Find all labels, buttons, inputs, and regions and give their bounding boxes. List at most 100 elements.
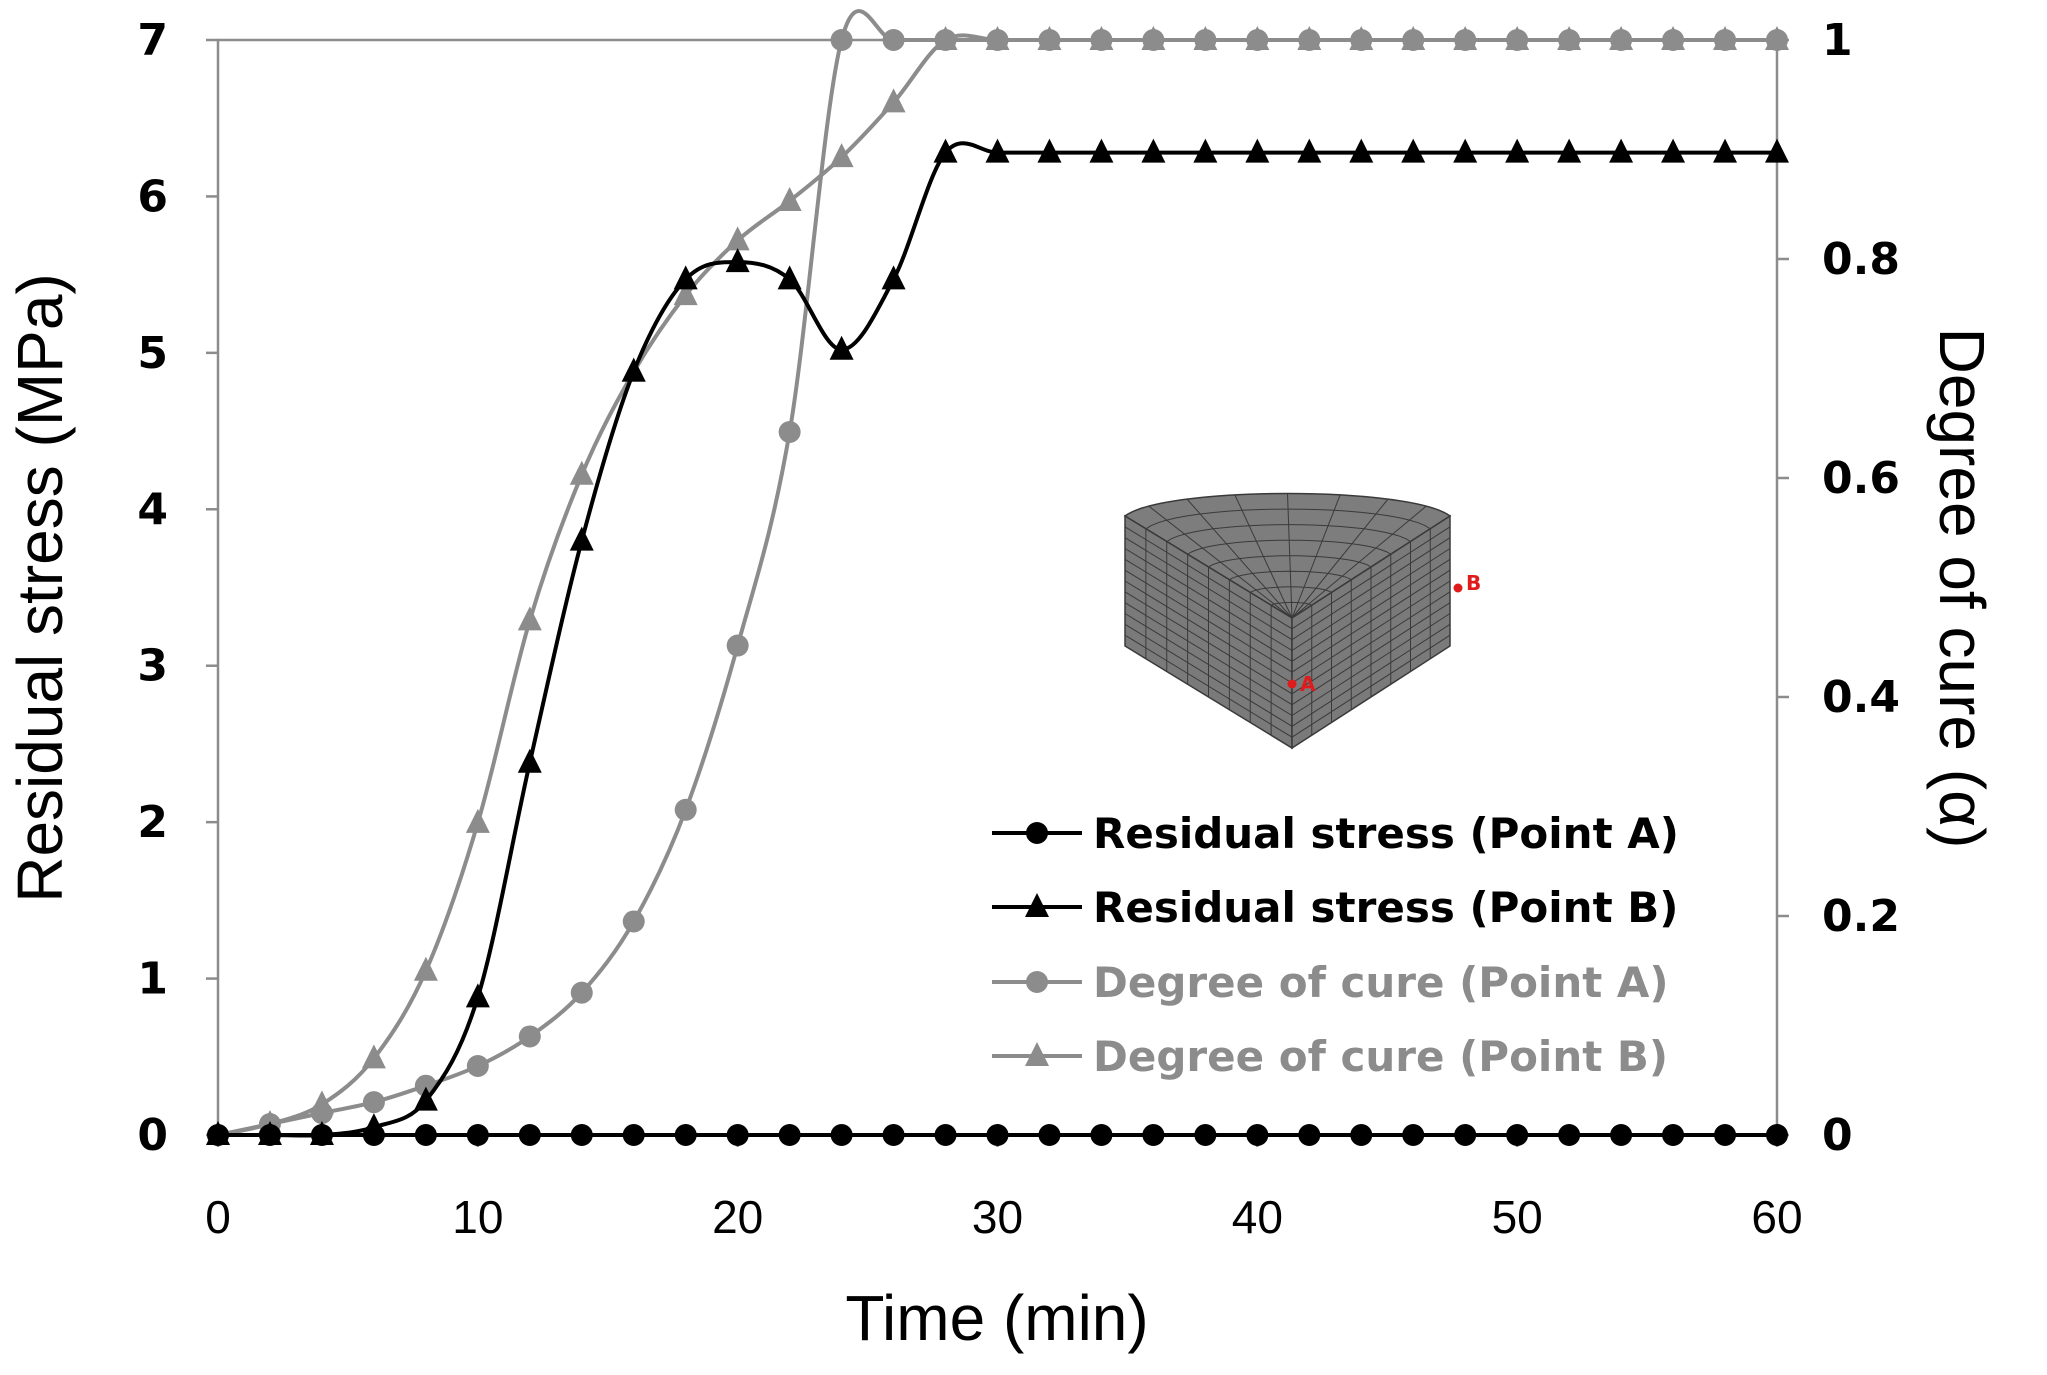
y-left-tick-label: 3 [137,641,168,692]
legend-marker [1025,1042,1049,1066]
inset-mesh [1123,492,1452,750]
data-point [1506,1124,1529,1146]
data-point [673,281,698,306]
data-point [1298,1124,1321,1146]
mesh-line [1229,570,1352,581]
data-point [1350,1124,1373,1146]
data-point [257,1121,282,1145]
data-point [1090,1124,1113,1146]
data-point [309,1121,334,1145]
data-point [829,335,854,360]
legend: Residual stress (Point A) Residual stress… [992,809,1679,1081]
data-point [778,421,801,444]
data-point [986,1124,1009,1146]
inset-point-b-marker [1453,583,1463,593]
data-point [570,981,593,1004]
data-point [882,1124,905,1146]
data-point [1142,1124,1165,1146]
data-point [985,26,1010,50]
data-point [1245,26,1270,50]
data-point [777,186,802,211]
x-axis-title: Time (min) [845,1282,1148,1354]
legend-marker [1026,822,1048,844]
data-point [830,1124,853,1146]
legend-label: Degree of cure (Point A) [1093,958,1669,1007]
data-point [933,26,958,50]
data-point [778,1124,801,1146]
legend-entry: Degree of cure (Point B) [992,1032,1668,1081]
data-point [1453,138,1478,163]
mesh-line [1166,524,1411,542]
data-point [1349,26,1374,50]
data-point [725,226,750,251]
data-point [1297,26,1322,50]
data-point [777,265,802,290]
data-point [466,1124,489,1146]
data-point [465,983,490,1008]
data-point [1557,138,1582,163]
data-point [622,1124,645,1146]
data-point [1349,138,1374,163]
data-point [1505,26,1530,50]
data-point [518,1025,541,1048]
data-point [674,1124,697,1146]
data-point [621,357,646,382]
series-1 [206,138,1789,1145]
data-point [1661,26,1686,50]
y-left-tick-label: 6 [137,171,168,222]
y-right-tick-label: 1 [1822,15,1853,66]
mesh-line [1250,586,1332,593]
data-point [1610,1124,1633,1146]
data-point [1194,1124,1217,1146]
inset-point-b-label: B [1466,571,1481,595]
y-left-tick-label: 5 [137,328,168,379]
data-point [1609,138,1634,163]
data-point [413,956,438,981]
data-point [361,1113,386,1138]
data-point [517,748,542,773]
mesh-line [1208,555,1372,568]
y-right-axis-title: Degree of cure (α) [1926,328,1998,849]
y-right-tick-label: 0.2 [1822,891,1900,942]
inset-point-a-label: A [1300,672,1316,696]
data-point [622,910,645,933]
data-point [830,29,853,51]
data-point [1713,26,1738,50]
data-point [518,1124,541,1146]
legend-label: Residual stress (Point B) [1093,883,1678,932]
series-line [217,33,1777,1137]
y-left-tick-label: 1 [137,954,168,1005]
data-point [309,1090,334,1115]
y-right-tick-label: 0.8 [1822,234,1900,285]
data-point [1037,26,1062,50]
data-point [881,88,906,113]
data-point [517,606,542,631]
y-right-tick-label: 0.6 [1822,453,1900,504]
data-point [569,526,594,551]
data-point [1453,26,1478,50]
mesh-line [1270,601,1313,606]
x-tick-label: 20 [712,1191,763,1243]
x-tick-label: 30 [972,1191,1023,1243]
legend-marker [1026,971,1048,993]
series-0 [207,1124,1788,1146]
data-point [1246,1124,1269,1146]
legend-entry: Residual stress (Point B) [992,883,1678,932]
data-point [413,1086,438,1111]
series-line [218,141,1777,1138]
data-point [569,460,594,485]
x-tick-label: 0 [205,1191,231,1243]
data-point [985,138,1010,163]
y-right-tick-label: 0.4 [1822,672,1900,723]
y-left-tick-label: 0 [137,1110,168,1161]
data-point [1297,138,1322,163]
legend-marker [1025,893,1049,917]
data-point [1661,138,1686,163]
data-point [1401,138,1426,163]
data-point [1141,138,1166,163]
data-point [674,798,697,821]
mesh-line [1187,539,1392,555]
inset-mesh-figure: A B [1123,492,1481,750]
